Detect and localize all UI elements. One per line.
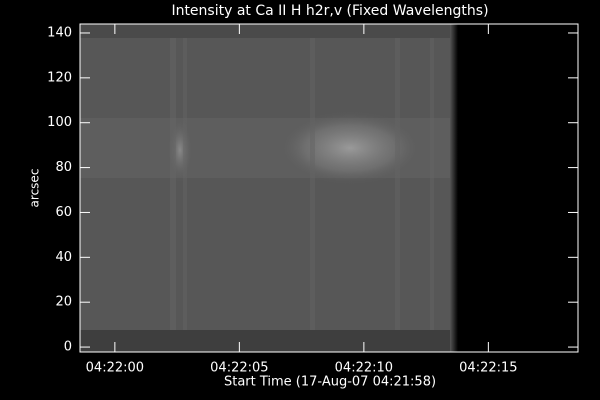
y-tick-label: 60	[55, 205, 72, 220]
y-tick-label: 100	[47, 115, 72, 130]
y-tick-label: 40	[55, 250, 72, 265]
y-tick-label: 20	[55, 295, 72, 310]
x-tick-label: 04:22:15	[459, 361, 517, 376]
plot-frame	[79, 23, 579, 353]
intensity-image	[80, 24, 578, 352]
y-tick-label: 120	[47, 70, 72, 85]
x-tick-label: 04:22:10	[335, 361, 393, 376]
x-axis-label: Start Time (17-Aug-07 04:21:58)	[224, 375, 436, 390]
y-tick-label: 140	[47, 25, 72, 40]
x-tick-label: 04:22:00	[86, 361, 144, 376]
y-tick-label: 80	[55, 160, 72, 175]
x-tick-label: 04:22:05	[210, 361, 268, 376]
chart-title: Intensity at Ca II H h2r,v (Fixed Wavele…	[171, 3, 488, 19]
y-axis-label: arcsec	[28, 169, 42, 208]
y-tick-label: 0	[64, 340, 72, 355]
